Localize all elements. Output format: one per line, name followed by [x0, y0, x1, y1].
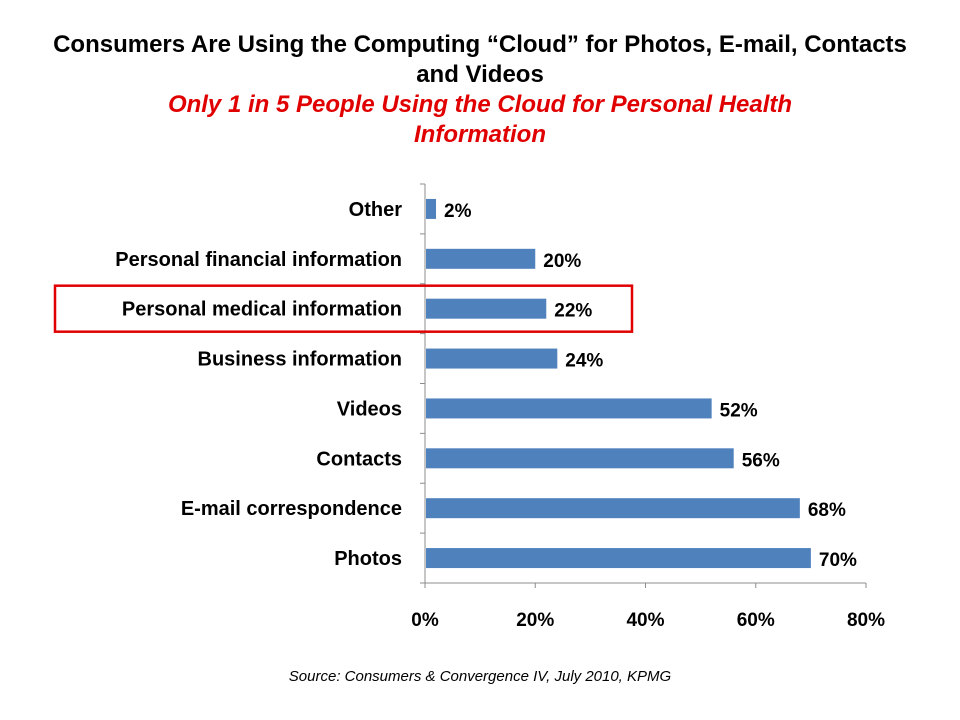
category-label: Videos: [337, 398, 402, 420]
category-label: Personal financial information: [115, 249, 402, 271]
chart-title: Consumers Are Using the Computing “Cloud…: [53, 31, 907, 88]
x-tick-label: 80%: [847, 610, 885, 631]
data-label: 20%: [543, 251, 581, 272]
source-note: Source: Consumers & Convergence IV, July…: [288, 668, 672, 685]
bar: [426, 548, 811, 569]
x-tick-label: 40%: [626, 610, 664, 631]
bar: [426, 498, 800, 519]
x-tick-label: 60%: [737, 610, 775, 631]
data-label: 68%: [808, 500, 846, 521]
bar: [426, 198, 437, 219]
category-label: Contacts: [316, 448, 402, 470]
data-label: 56%: [742, 450, 780, 471]
highlight-box: [53, 284, 634, 333]
data-label: 52%: [720, 400, 758, 421]
data-label: 22%: [554, 301, 592, 322]
x-tick-label: 20%: [516, 610, 554, 631]
title-block: Consumers Are Using the Computing “Cloud…: [0, 30, 960, 150]
data-label: 2%: [444, 201, 472, 222]
category-label: Personal medical information: [122, 299, 402, 321]
data-label: 24%: [565, 351, 603, 372]
bar: [426, 298, 547, 319]
bar: [426, 398, 712, 419]
category-label: Other: [349, 199, 403, 221]
chart-subtitle: Only 1 in 5 People Using the Cloud for P…: [167, 91, 793, 148]
category-label: Photos: [334, 548, 402, 570]
bar: [426, 448, 734, 469]
data-label: 70%: [819, 550, 857, 571]
bar: [426, 348, 558, 369]
category-label: E-mail correspondence: [181, 498, 402, 520]
x-tick-label: 0%: [411, 610, 439, 631]
category-label: Business information: [198, 349, 402, 371]
bar: [426, 248, 536, 269]
